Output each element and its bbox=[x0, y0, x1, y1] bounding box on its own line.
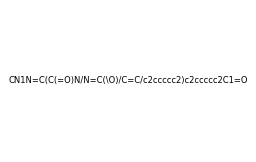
Text: CN1N=C(C(=O)N/N=C(\O)/C=C/c2ccccc2)c2ccccc2C1=O: CN1N=C(C(=O)N/N=C(\O)/C=C/c2ccccc2)c2ccc… bbox=[8, 76, 248, 86]
